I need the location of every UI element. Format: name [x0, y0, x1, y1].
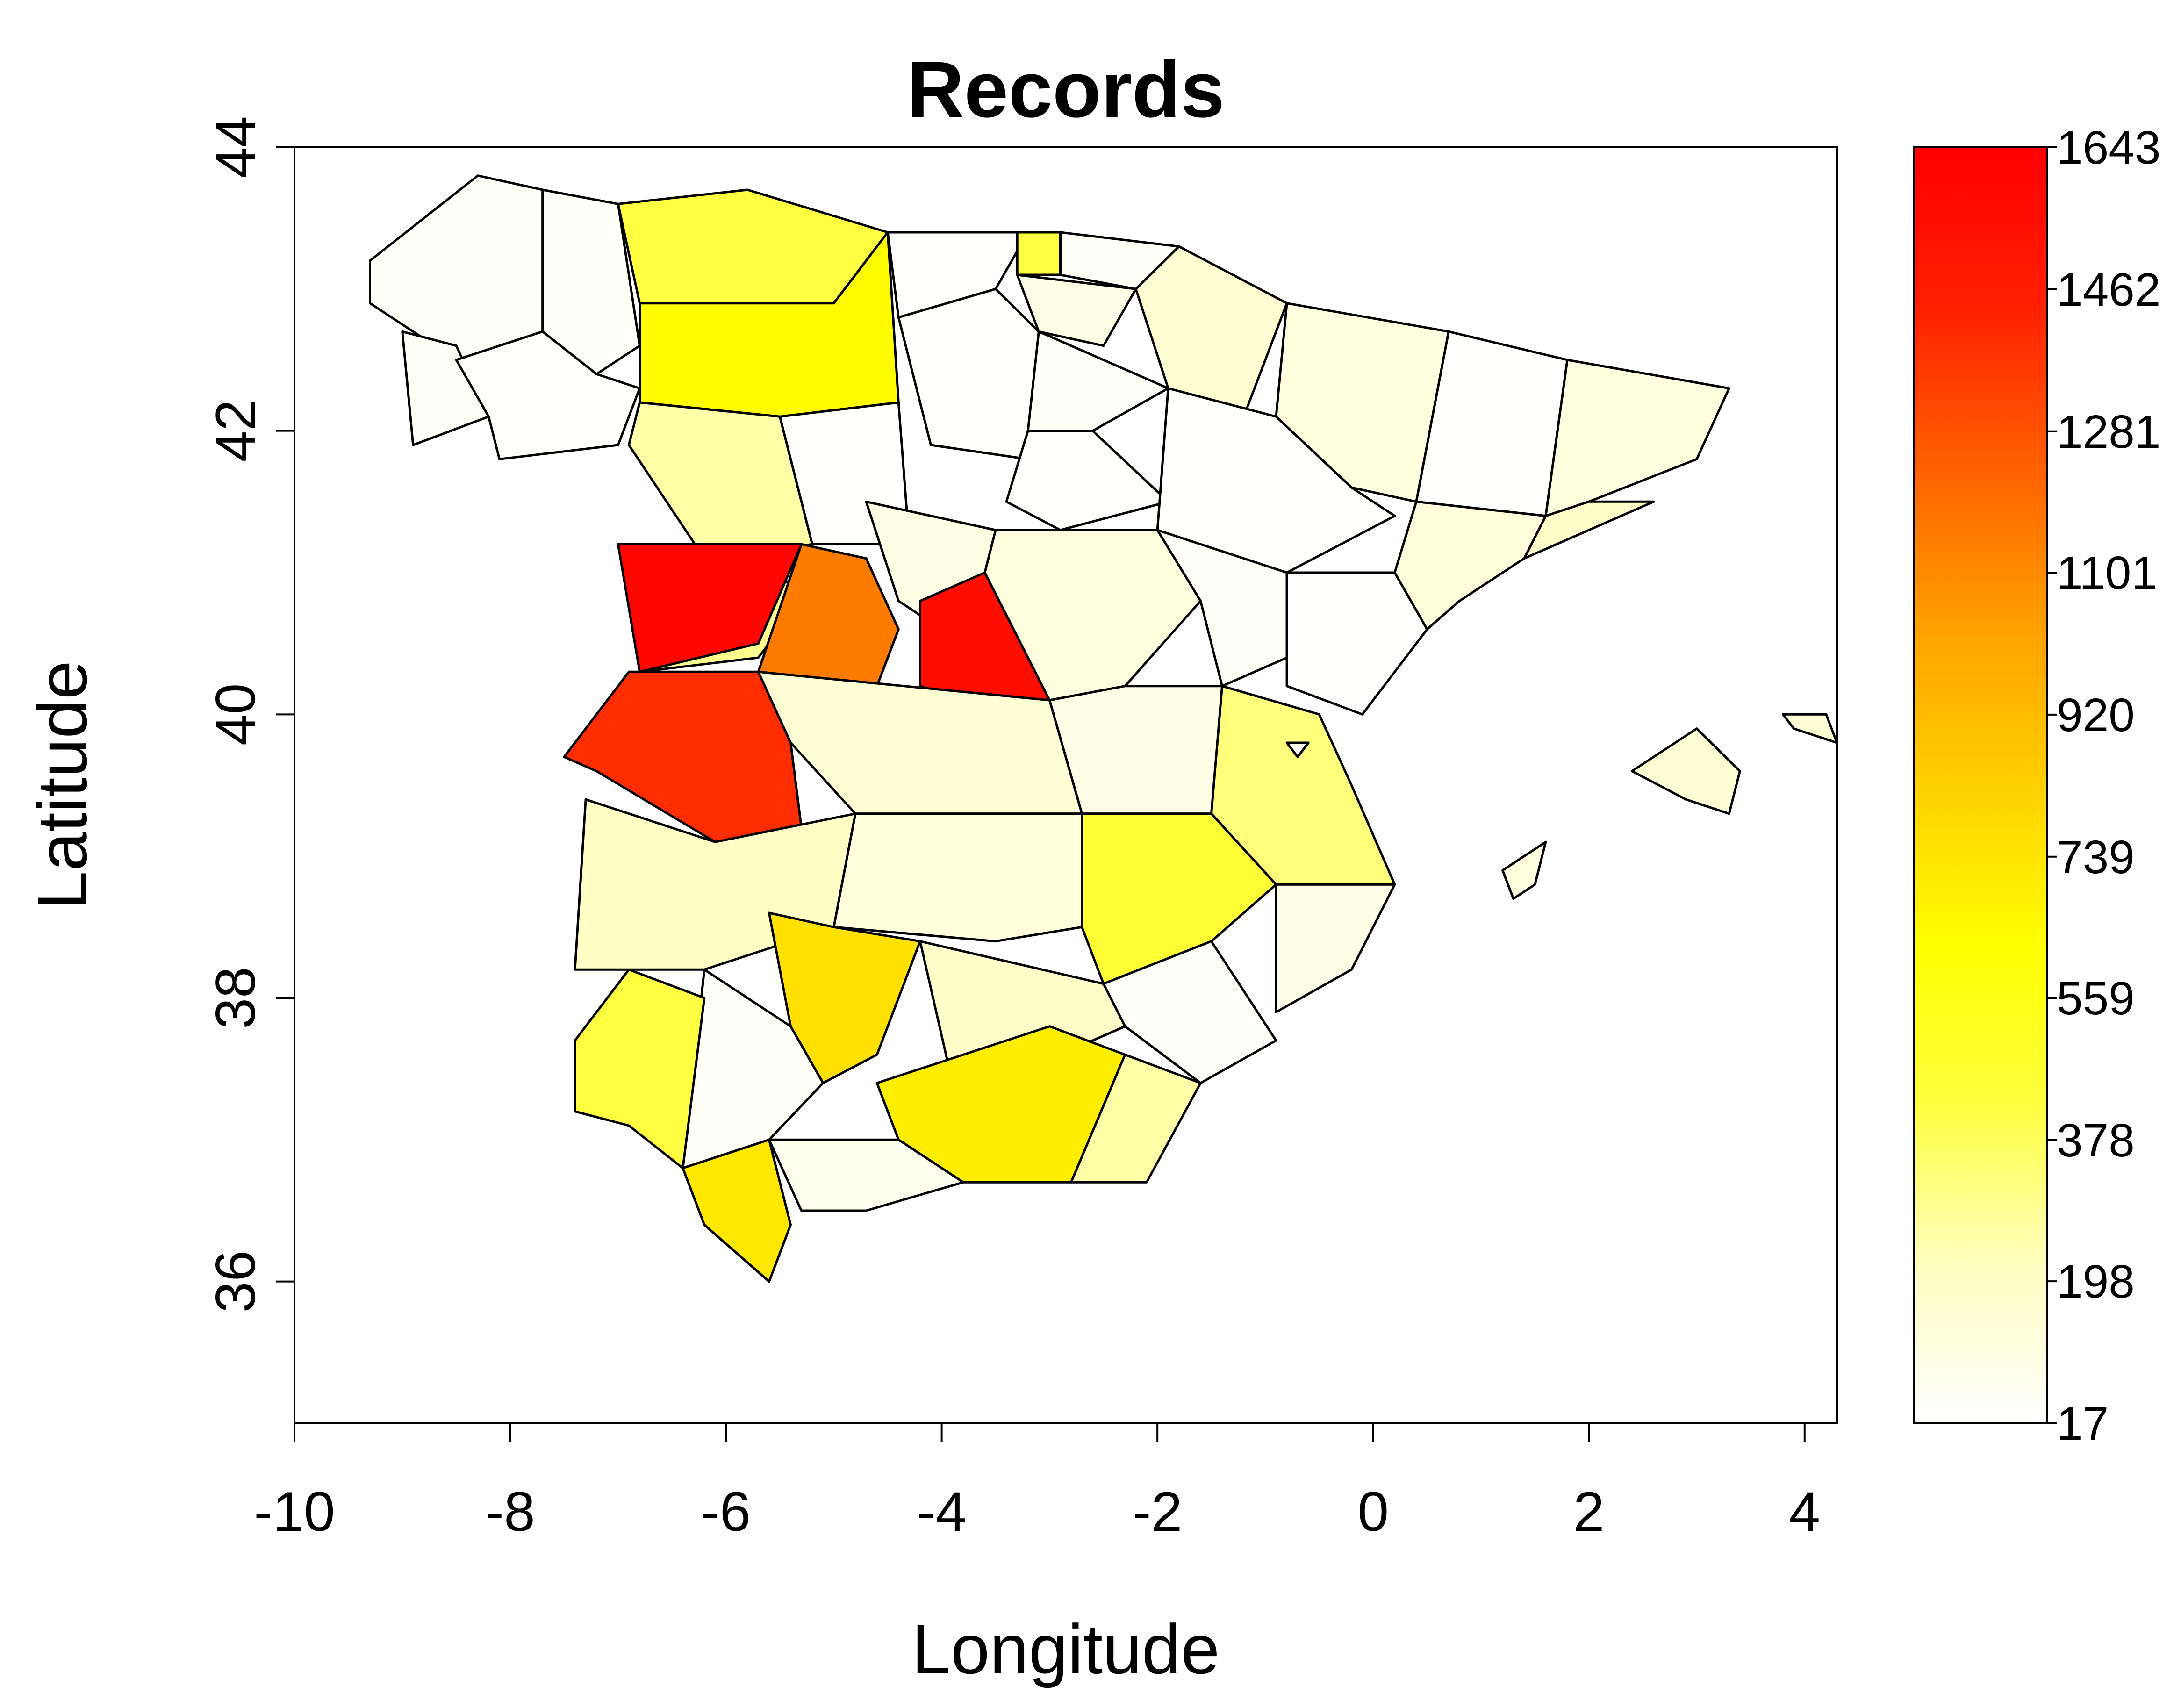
colorbar-label: 559 [2057, 972, 2135, 1025]
y-axis: 36 38 40 42 44 [204, 116, 295, 1313]
province-region-30 [1156, 529, 1288, 688]
x-axis-title: Longitude [912, 1610, 1220, 1688]
province-region-26 [617, 543, 803, 673]
province-region-51 [1501, 840, 1547, 900]
x-tick-label: -4 [917, 1480, 967, 1543]
province-region-36 [832, 812, 1083, 943]
x-tick-label: -10 [254, 1480, 335, 1543]
province-region-28 [563, 670, 803, 843]
chart-title: Records [907, 45, 1225, 134]
province-region-49 [1631, 727, 1741, 815]
y-axis-title: Latitude [23, 660, 101, 910]
province-region-17 [1275, 302, 1450, 503]
y-tick-label: 36 [204, 1250, 267, 1313]
province-region-10 [1016, 231, 1062, 276]
x-tick-label: -2 [1133, 1480, 1183, 1543]
colorbar-gradient [1913, 146, 2048, 1424]
y-tick-label: 38 [204, 967, 267, 1029]
x-tick-label: 0 [1357, 1480, 1389, 1543]
province-region-46 [574, 968, 706, 1170]
province-region-4 [455, 330, 641, 460]
colorbar: 1643 1462 1281 1101 920 739 559 378 198 17 [1913, 122, 2160, 1450]
y-tick-label: 42 [204, 400, 267, 462]
colorbar-label: 1101 [2057, 547, 2157, 599]
colorbar-label: 198 [2057, 1256, 2135, 1308]
province-region-47 [682, 1138, 792, 1283]
province-region-1 [369, 174, 544, 361]
y-tick-label: 40 [204, 683, 267, 746]
colorbar-label: 378 [2057, 1114, 2135, 1167]
colorbar-label: 920 [2057, 689, 2135, 741]
colorbar-label: 739 [2057, 831, 2135, 883]
province-region-15 [1026, 330, 1169, 432]
province-region-43 [1070, 1053, 1202, 1184]
province-region-45 [768, 1138, 965, 1212]
province-region-31 [1285, 571, 1428, 716]
province-region-14 [897, 287, 1040, 460]
province-region-50 [1782, 713, 1837, 744]
colorbar-ticks: 1643 1462 1281 1101 920 739 559 378 198 17 [2047, 122, 2160, 1450]
colorbar-label: 1643 [2057, 122, 2160, 174]
province-region-2 [541, 188, 641, 375]
province-region-48 [1285, 741, 1310, 758]
province-region-16 [1005, 430, 1169, 531]
x-tick-label: -6 [701, 1480, 751, 1543]
province-regions [369, 174, 1837, 1283]
province-region-20 [1544, 359, 1730, 517]
colorbar-label: 17 [2057, 1398, 2109, 1450]
province-region-12 [1016, 273, 1137, 347]
x-axis: -10 -8 -6 -4 -2 0 2 4 [254, 1422, 1820, 1543]
colorbar-label: 1462 [2057, 264, 2160, 316]
y-tick-label: 44 [204, 116, 267, 178]
x-tick-label: -8 [485, 1480, 535, 1543]
province-region-24 [757, 543, 900, 688]
colorbar-label: 1281 [2057, 406, 2160, 458]
x-tick-label: 4 [1789, 1480, 1820, 1543]
province-region-38 [1275, 883, 1396, 1013]
x-tick-label: 2 [1573, 1480, 1605, 1543]
